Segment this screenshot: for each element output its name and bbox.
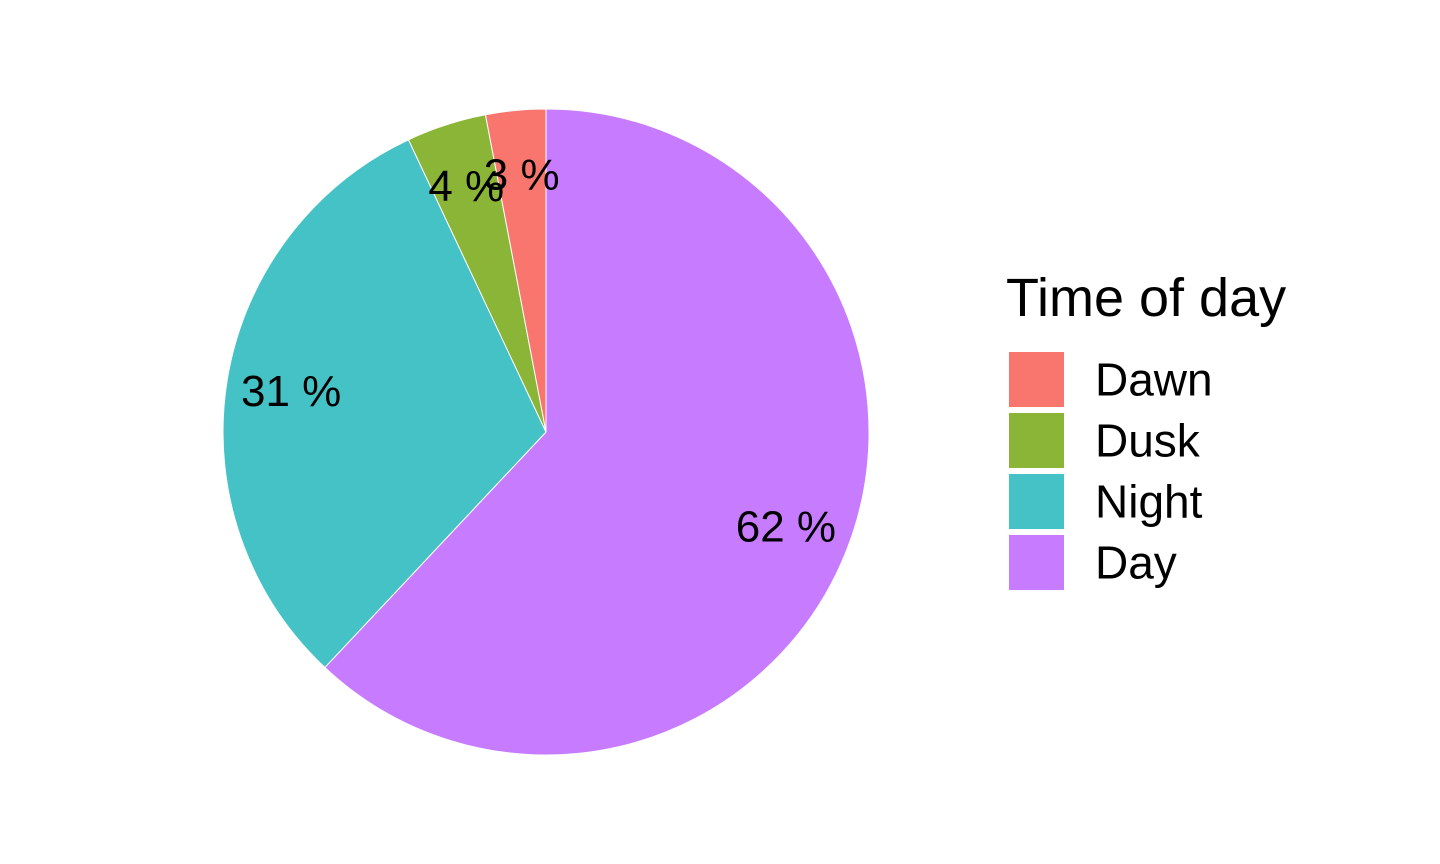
legend-label-dawn: Dawn: [1095, 354, 1213, 406]
legend-key-dawn: [1009, 352, 1064, 407]
slice-label-day: 62 %: [736, 502, 836, 551]
legend-label-dusk: Dusk: [1095, 415, 1201, 467]
slice-label-dusk: 4 %: [428, 162, 504, 211]
legend-label-night: Night: [1095, 476, 1203, 528]
legend-key-dusk: [1009, 413, 1064, 468]
pie-slices: [222, 108, 870, 756]
pie-slice-night: [222, 139, 547, 669]
legend-key-night: [1009, 474, 1064, 529]
pie-slice-day: [324, 108, 870, 756]
legend-title: Time of day: [1006, 268, 1286, 328]
pie-slice-labels: 62 % 31 % 4 %3 %: [241, 151, 836, 552]
legend-key-day: [1009, 535, 1064, 590]
slice-label-night: 31 %: [241, 367, 341, 416]
pie-slice-dawn: [484, 108, 547, 433]
slice-label-dawn: 3 %: [484, 151, 560, 200]
legend: Time of day Dawn Dusk Night Day: [1006, 268, 1286, 590]
legend-label-day: Day: [1095, 537, 1177, 589]
